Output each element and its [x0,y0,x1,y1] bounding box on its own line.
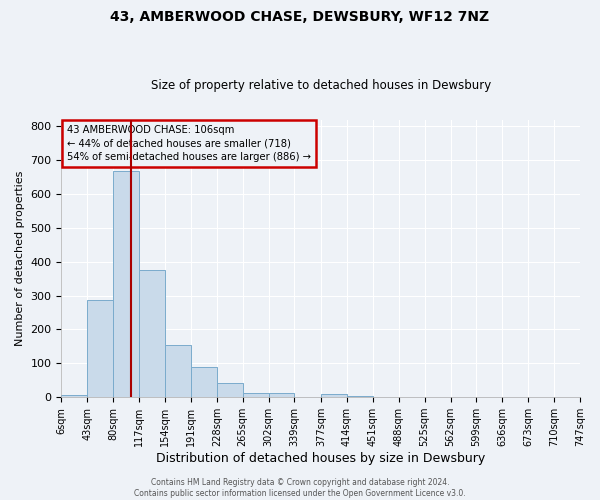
Bar [61,394,87,397]
Bar [242,393,269,397]
Bar [217,383,242,397]
Bar [139,270,165,397]
Bar [269,393,295,397]
Title: Size of property relative to detached houses in Dewsbury: Size of property relative to detached ho… [151,79,491,92]
X-axis label: Distribution of detached houses by size in Dewsbury: Distribution of detached houses by size … [156,452,485,465]
Text: 43 AMBERWOOD CHASE: 106sqm
← 44% of detached houses are smaller (718)
54% of sem: 43 AMBERWOOD CHASE: 106sqm ← 44% of deta… [67,125,311,162]
Bar [191,368,217,397]
Text: Contains HM Land Registry data © Crown copyright and database right 2024.
Contai: Contains HM Land Registry data © Crown c… [134,478,466,498]
Y-axis label: Number of detached properties: Number of detached properties [15,170,25,346]
Bar [321,394,347,397]
Bar [347,396,373,397]
Bar [87,300,113,397]
Text: 43, AMBERWOOD CHASE, DEWSBURY, WF12 7NZ: 43, AMBERWOOD CHASE, DEWSBURY, WF12 7NZ [110,10,490,24]
Bar [165,344,191,397]
Bar [113,171,139,397]
